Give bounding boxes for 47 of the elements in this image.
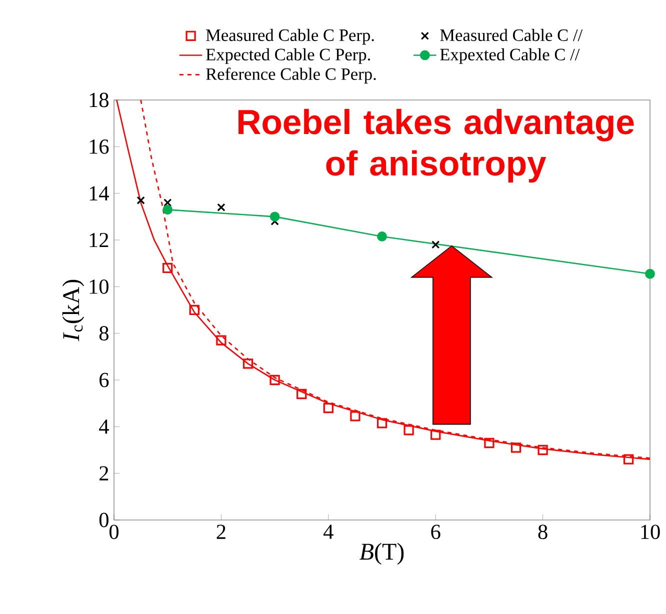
point [217, 203, 226, 212]
legend-label: Expected Cable C Perp. [206, 48, 370, 64]
point [510, 442, 522, 453]
point [645, 268, 655, 279]
x-tick-label: 0 [109, 524, 119, 540]
point [350, 411, 360, 422]
point [430, 430, 441, 440]
point [162, 204, 173, 215]
x-axis-title: B(T) [360, 542, 404, 565]
point [270, 212, 280, 222]
point [136, 196, 145, 204]
point [216, 335, 226, 346]
x-tick-label: 8 [538, 524, 548, 540]
point [162, 262, 173, 274]
annotation: Roebel takes advantage of anisotropy [238, 108, 634, 183]
point [323, 402, 334, 414]
y-tick-label: 8 [99, 326, 108, 341]
y-tick-label: 6 [100, 372, 109, 388]
x-tick-label: 6 [431, 524, 440, 540]
y-tick-label: 0 [99, 512, 108, 528]
point [624, 454, 634, 464]
legend-label: Measured Cable C Perp. [206, 28, 374, 45]
y-tick-label: 16 [90, 140, 109, 154]
point [270, 374, 280, 386]
point [376, 418, 388, 428]
point [484, 438, 494, 448]
point [242, 358, 254, 369]
point [164, 198, 172, 207]
x-tick-label: 10 [641, 524, 660, 540]
x-tick-label: 2 [216, 524, 226, 539]
legend-label: Measured Cable C // [440, 28, 583, 42]
point [432, 240, 440, 249]
y-tick-label: 14 [90, 186, 109, 200]
y-tick-label: 10 [90, 279, 108, 294]
x-tick-label: 4 [323, 524, 334, 539]
legend-label: Expexted Cable C // [440, 48, 580, 64]
point [189, 304, 200, 316]
y-tick-label: 4 [99, 420, 109, 434]
point [296, 388, 307, 400]
point [404, 425, 414, 436]
point [377, 232, 387, 242]
point [538, 444, 548, 456]
y-axis-title: I$_{c}$(kA) [62, 280, 84, 342]
y-tick-label: 2 [100, 466, 108, 480]
legend-label: Reference Cable C Perp. [206, 68, 376, 84]
y-tick-label: 12 [90, 232, 108, 248]
y-tick-label: 18 [90, 92, 108, 108]
